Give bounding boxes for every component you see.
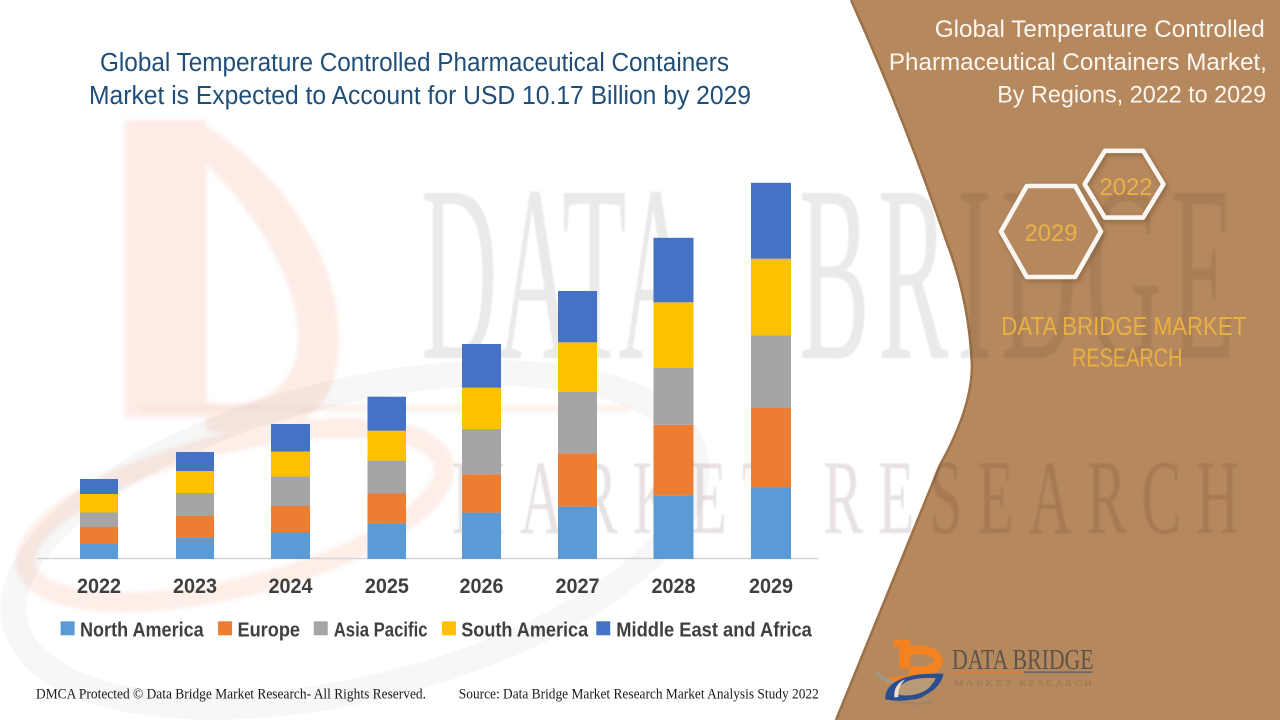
svg-text:2029: 2029 <box>749 575 793 598</box>
svg-text:M A R K E T R E S E A R C H: M A R K E T R E S E A R C H <box>954 678 1092 688</box>
svg-text:2024: 2024 <box>269 575 313 598</box>
svg-text:RESEARCH: RESEARCH <box>1072 342 1183 372</box>
svg-text:Global Temperature Controlled: Global Temperature Controlled <box>935 16 1265 43</box>
svg-text:DATA BRIDGE MARKET: DATA BRIDGE MARKET <box>1001 311 1246 341</box>
svg-text:DATA BRIDGE: DATA BRIDGE <box>952 645 1094 676</box>
svg-text:2027: 2027 <box>556 575 600 598</box>
svg-text:Pharmaceutical Containers Mark: Pharmaceutical Containers Market, <box>889 49 1267 76</box>
svg-text:2025: 2025 <box>365 575 409 598</box>
svg-text:Source: Data Bridge Market Res: Source: Data Bridge Market Research Mark… <box>459 686 819 702</box>
svg-text:2023: 2023 <box>173 575 217 598</box>
svg-text:2026: 2026 <box>460 575 504 598</box>
svg-text:2022: 2022 <box>77 575 121 598</box>
svg-text:DMCA Protected © Data Bridge M: DMCA Protected © Data Bridge Market Rese… <box>36 686 426 702</box>
svg-text:Middle East and Africa: Middle East and Africa <box>616 618 812 641</box>
svg-text:Asia Pacific: Asia Pacific <box>334 618 428 641</box>
svg-text:2029: 2029 <box>1025 220 1078 247</box>
svg-text:2028: 2028 <box>652 575 696 598</box>
svg-text:Market is Expected to Account: Market is Expected to Account for USD 10… <box>89 82 751 110</box>
svg-text:By Regions, 2022 to 2029: By Regions, 2022 to 2029 <box>997 82 1266 109</box>
svg-text:South America: South America <box>461 618 588 641</box>
svg-text:North America: North America <box>80 618 204 641</box>
svg-text:2022: 2022 <box>1100 174 1153 201</box>
svg-text:Europe: Europe <box>238 618 301 641</box>
svg-text:Global Temperature Controlled: Global Temperature Controlled Pharmaceut… <box>100 49 729 77</box>
